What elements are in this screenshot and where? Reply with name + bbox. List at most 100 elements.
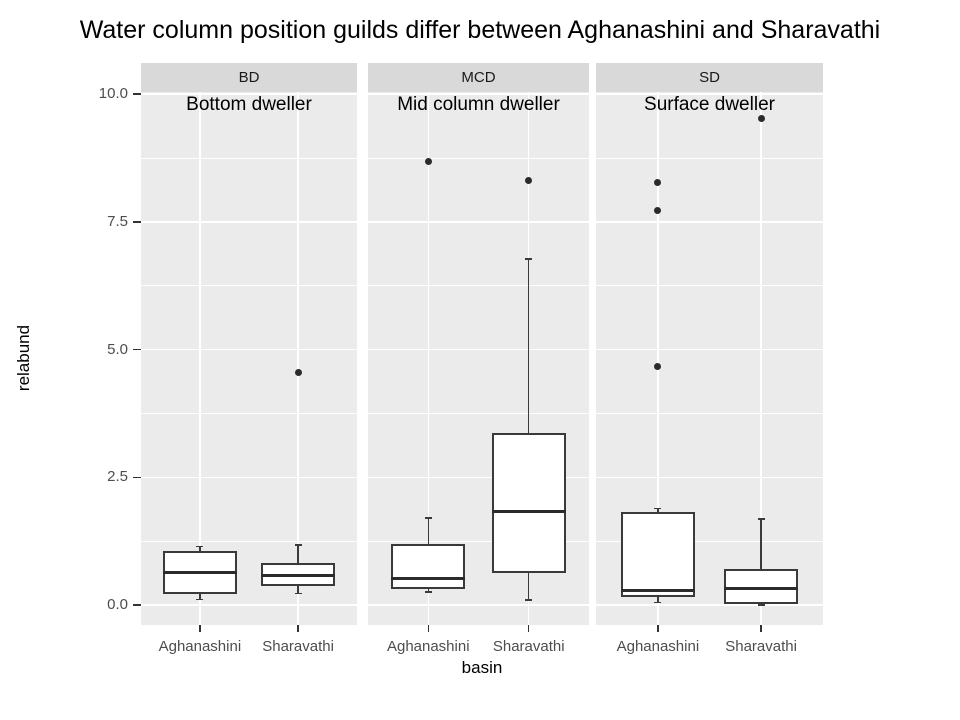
whisker-cap bbox=[196, 545, 204, 547]
whisker-cap bbox=[654, 507, 662, 510]
y-tick-mark bbox=[133, 348, 141, 351]
major-gridline bbox=[141, 604, 357, 606]
x-tick-mark bbox=[760, 625, 762, 632]
minor-gridline bbox=[596, 540, 823, 542]
x-tick-label: Sharavathi bbox=[262, 638, 334, 655]
facet-strip-label: MCD bbox=[461, 69, 496, 86]
major-gridline-vertical bbox=[297, 92, 299, 625]
median-line bbox=[491, 510, 566, 514]
minor-gridline bbox=[141, 540, 357, 542]
median-line bbox=[724, 586, 799, 590]
x-tick-mark bbox=[199, 625, 201, 632]
major-gridline bbox=[368, 604, 589, 606]
whisker-cap bbox=[525, 599, 533, 601]
box bbox=[620, 511, 695, 597]
y-tick-label: 5.0 bbox=[107, 340, 128, 358]
x-tick-mark bbox=[657, 625, 659, 632]
chart-title: Water column position guilds differ betw… bbox=[79, 16, 881, 44]
y-tick-label: 2.5 bbox=[107, 468, 128, 486]
major-gridline-vertical bbox=[427, 92, 430, 625]
minor-gridline bbox=[596, 285, 823, 287]
whisker-cap bbox=[294, 544, 302, 546]
y-tick-mark bbox=[133, 93, 141, 95]
outlier-point bbox=[294, 368, 302, 376]
x-tick-label: Sharavathi bbox=[725, 638, 797, 655]
facet-panel: Mid column dweller bbox=[368, 92, 589, 625]
major-gridline bbox=[596, 221, 823, 223]
y-tick-label: 10.0 bbox=[98, 85, 128, 103]
panel-annotation: Mid column dweller bbox=[397, 94, 560, 115]
whisker bbox=[760, 519, 762, 605]
facet-strip: MCD bbox=[368, 63, 589, 92]
y-tick-mark bbox=[133, 604, 141, 606]
median-line bbox=[162, 571, 237, 575]
y-tick-label: 0.0 bbox=[107, 596, 128, 613]
minor-gridline bbox=[368, 157, 589, 159]
y-tick-mark bbox=[133, 476, 141, 479]
major-gridline bbox=[141, 476, 357, 479]
facet-strip: BD bbox=[141, 63, 357, 92]
minor-gridline bbox=[596, 157, 823, 159]
whisker-cap bbox=[294, 592, 302, 594]
major-gridline bbox=[596, 93, 823, 95]
outlier-point bbox=[757, 115, 765, 123]
x-tick-mark bbox=[297, 625, 299, 632]
facet-strip-label: SD bbox=[699, 69, 720, 86]
panel-annotation: Surface dweller bbox=[644, 94, 775, 115]
panel-annotation: Bottom dweller bbox=[186, 94, 312, 115]
x-tick-mark bbox=[427, 625, 430, 632]
y-tick-label: 7.5 bbox=[107, 212, 128, 230]
median-line bbox=[391, 576, 466, 580]
facet-strip: SD bbox=[596, 63, 823, 92]
y-axis-title: relabund bbox=[14, 324, 33, 392]
whisker-cap bbox=[424, 517, 432, 519]
whisker-cap bbox=[424, 591, 432, 593]
outlier-point bbox=[424, 157, 432, 165]
box bbox=[391, 544, 466, 590]
major-gridline-vertical bbox=[657, 92, 659, 625]
whisker-cap bbox=[757, 518, 765, 520]
x-tick-mark bbox=[527, 625, 530, 632]
major-gridline bbox=[368, 348, 589, 351]
major-gridline bbox=[368, 221, 589, 223]
minor-gridline bbox=[596, 413, 823, 414]
major-gridline bbox=[141, 221, 357, 223]
minor-gridline bbox=[141, 157, 357, 159]
major-gridline bbox=[141, 93, 357, 95]
outlier-point bbox=[525, 176, 533, 184]
median-line bbox=[620, 588, 695, 592]
major-gridline bbox=[596, 476, 823, 479]
outlier-point bbox=[654, 207, 662, 215]
minor-gridline bbox=[368, 540, 589, 542]
major-gridline bbox=[368, 93, 589, 95]
box bbox=[724, 569, 799, 604]
major-gridline bbox=[141, 348, 357, 351]
whisker bbox=[527, 259, 530, 600]
whisker-cap bbox=[196, 598, 204, 601]
box bbox=[491, 432, 566, 573]
facet-strip-label: BD bbox=[238, 69, 260, 86]
outlier-point bbox=[654, 178, 662, 186]
whisker-cap bbox=[654, 601, 662, 604]
facet-panel: Bottom dweller bbox=[141, 92, 357, 625]
minor-gridline bbox=[141, 285, 357, 287]
x-axis-title: basin bbox=[461, 658, 503, 677]
minor-gridline bbox=[368, 285, 589, 287]
major-gridline bbox=[596, 348, 823, 351]
x-tick-label: Aghanashini bbox=[616, 638, 700, 655]
minor-gridline bbox=[368, 413, 589, 414]
x-tick-label: Aghanashini bbox=[386, 638, 470, 655]
whisker-cap bbox=[757, 604, 765, 606]
major-gridline bbox=[596, 604, 823, 606]
median-line bbox=[261, 574, 336, 578]
whisker-cap bbox=[525, 258, 533, 260]
facet-panel: Surface dweller bbox=[596, 92, 823, 625]
major-gridline bbox=[368, 476, 589, 479]
y-tick-mark bbox=[133, 221, 141, 223]
minor-gridline bbox=[141, 413, 357, 414]
x-tick-label: Sharavathi bbox=[492, 638, 565, 655]
major-gridline-vertical bbox=[760, 92, 762, 625]
x-tick-label: Aghanashini bbox=[158, 638, 242, 655]
